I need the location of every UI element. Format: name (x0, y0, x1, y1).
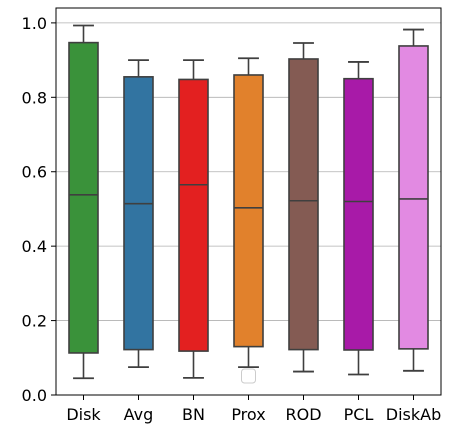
x-tick-label: Disk (66, 405, 101, 424)
box-prox (233, 57, 264, 368)
y-tick-label: 0.2 (22, 312, 47, 331)
box-avg (123, 59, 154, 368)
box-body (123, 76, 154, 351)
box-pcl (343, 61, 374, 376)
box-rod (288, 42, 319, 373)
x-tick-label: DiskAb (386, 405, 441, 424)
x-tick-label: Prox (231, 405, 265, 424)
y-tick-label: 0.8 (22, 88, 47, 107)
x-tick-label: BN (182, 405, 205, 424)
box-body (288, 58, 319, 351)
x-tick-label: Avg (124, 405, 154, 424)
legend-box (241, 368, 256, 384)
y-tick-label: 0.6 (22, 163, 47, 182)
y-tick-label: 0.4 (22, 237, 47, 256)
x-tick-label: ROD (285, 405, 321, 424)
box-body (398, 45, 429, 350)
x-tick-label: PCL (344, 405, 374, 424)
box-bn (178, 59, 209, 379)
y-tick-label: 0.0 (22, 386, 47, 405)
box-disk (68, 24, 99, 380)
x-axis-ticks: Disk Avg BN Prox ROD PCL DiskAb (66, 395, 441, 424)
boxes (68, 24, 429, 380)
box-diskab (398, 28, 429, 372)
box-body (343, 77, 374, 351)
box-body (233, 74, 264, 348)
y-axis-ticks: 0.0 0.2 0.4 0.6 0.8 1.0 (22, 14, 56, 405)
y-tick-label: 1.0 (22, 14, 47, 33)
box-body (68, 41, 99, 354)
box-body (178, 78, 209, 352)
